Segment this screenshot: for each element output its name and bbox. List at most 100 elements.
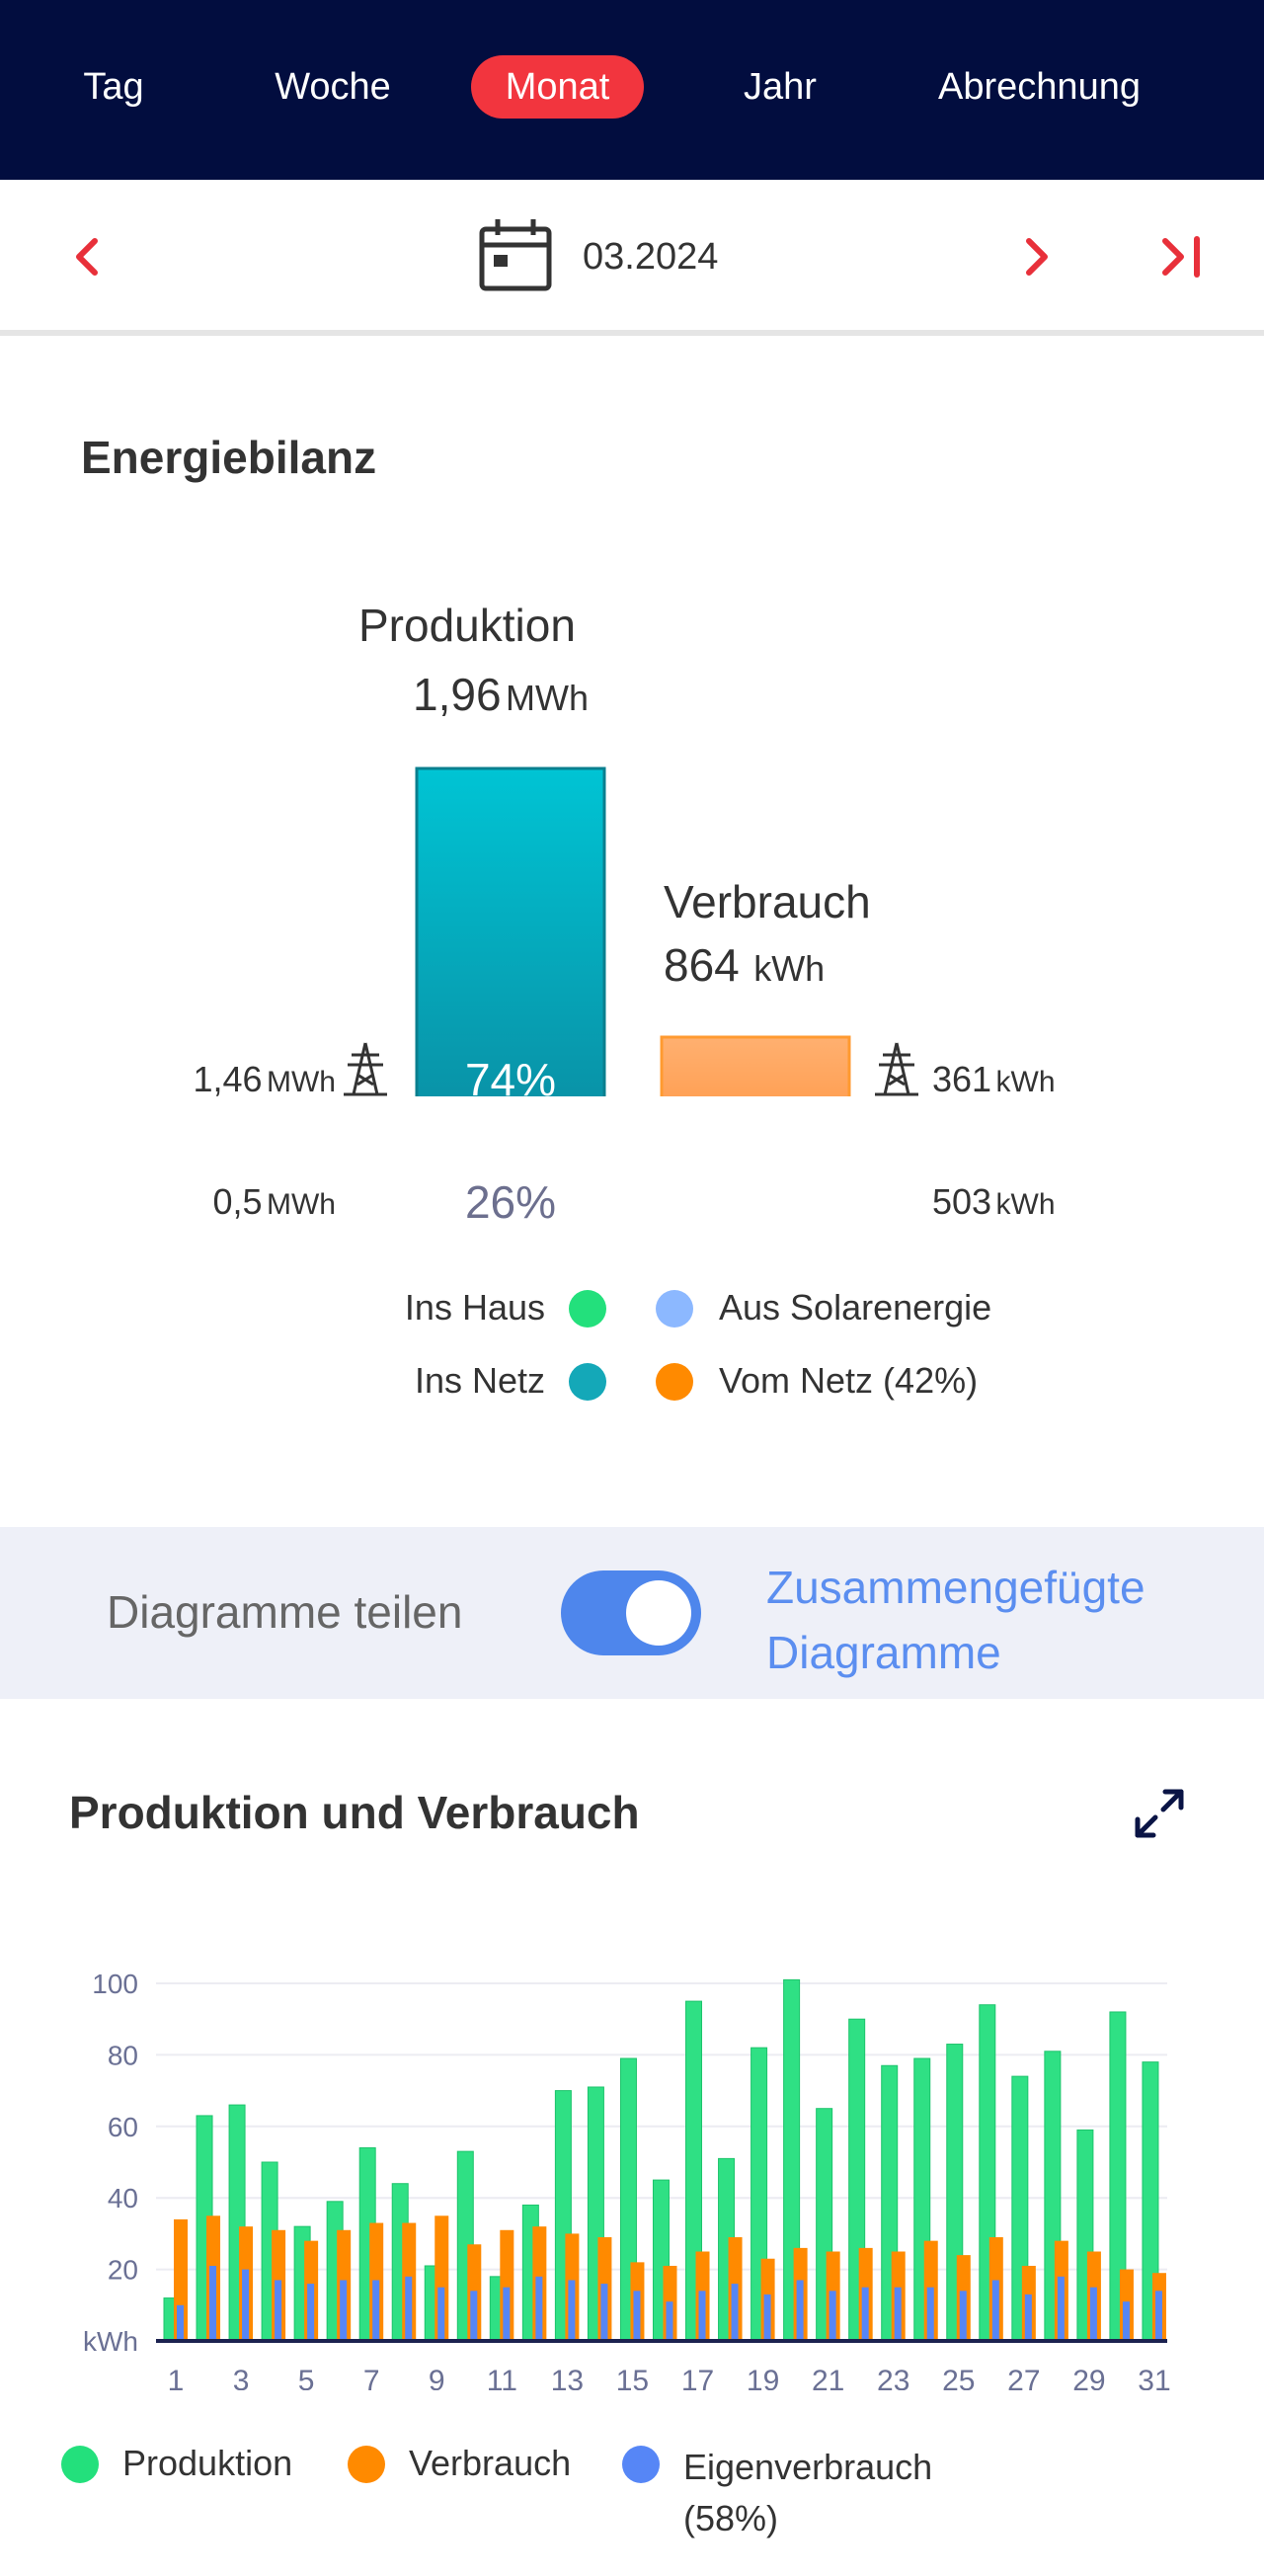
legend-ins-netz-dot bbox=[569, 1363, 606, 1401]
legend-consumption-dot bbox=[348, 2446, 385, 2483]
self-consumption-bar bbox=[1122, 2301, 1130, 2341]
legend-aus-solar: Aus Solarenergie bbox=[719, 1287, 992, 1328]
self-consumption-bar bbox=[959, 2291, 967, 2341]
x-tick-label: 21 bbox=[812, 2365, 844, 2390]
x-tick-label: 17 bbox=[681, 2365, 714, 2390]
consumption-grid-bar bbox=[660, 1035, 851, 1096]
self-consumption-bar bbox=[437, 2287, 445, 2341]
production-grid-percent: 74% bbox=[464, 1054, 557, 1105]
production-label: Produktion bbox=[358, 600, 576, 651]
toggle-knob bbox=[626, 1580, 691, 1646]
consumption-unit: kWh bbox=[753, 948, 826, 989]
legend-self-consumption: Eigenverbrauch (58%) bbox=[683, 2447, 933, 2538]
legend-consumption: Verbrauch bbox=[409, 2443, 572, 2483]
self-consumption-bar bbox=[503, 2287, 511, 2341]
x-tick-label: 7 bbox=[363, 2365, 380, 2390]
x-tick-label: 3 bbox=[233, 2365, 250, 2390]
self-consumption-bar bbox=[666, 2301, 673, 2341]
self-consumption-bar bbox=[991, 2280, 999, 2341]
tab-month[interactable]: Monat bbox=[471, 55, 644, 119]
self-consumption-bar bbox=[242, 2269, 250, 2341]
consumption-solar-percent: 58% bbox=[709, 1176, 802, 1228]
x-tick-label: 19 bbox=[747, 2365, 779, 2390]
energy-balance-graphic bbox=[344, 766, 918, 1096]
expand-chart-button[interactable] bbox=[1132, 1786, 1187, 1841]
selected-period[interactable]: 03.2024 bbox=[583, 236, 719, 278]
power-tower-icon bbox=[875, 1042, 918, 1096]
self-consumption-bar bbox=[894, 2287, 902, 2341]
previous-period-button[interactable] bbox=[63, 229, 113, 284]
skip-to-end-icon bbox=[1162, 236, 1200, 278]
self-consumption-bar bbox=[1024, 2294, 1032, 2341]
calendar-button[interactable] bbox=[476, 215, 555, 294]
calendar-icon bbox=[479, 219, 552, 291]
self-consumption-bar bbox=[731, 2284, 739, 2341]
merged-charts-label[interactable]: Zusammengefügte Diagramme bbox=[766, 1562, 1146, 1678]
production-house-percent: 26% bbox=[464, 1176, 557, 1228]
self-consumption-bar bbox=[177, 2304, 184, 2341]
legend-ins-haus-dot bbox=[569, 1290, 606, 1328]
next-period-button[interactable] bbox=[1011, 229, 1061, 284]
legend-aus-solar-dot bbox=[656, 1290, 693, 1328]
consumption-amount: 864 bbox=[664, 939, 740, 991]
legend-ins-netz: Ins Netz bbox=[414, 1360, 545, 1401]
production-unit: MWh bbox=[505, 678, 589, 718]
from-grid-unit: kWh bbox=[995, 1066, 1056, 1098]
from-solar-amount: 503 bbox=[932, 1181, 992, 1222]
self-consumption-bar bbox=[405, 2276, 413, 2341]
y-tick-label: 20 bbox=[108, 2255, 138, 2286]
x-tick-label: 29 bbox=[1072, 2365, 1105, 2390]
self-consumption-bar bbox=[600, 2284, 608, 2341]
from-solar-unit: kWh bbox=[995, 1188, 1056, 1221]
consumption-value: 864 kWh bbox=[664, 938, 825, 992]
legend-production-dot bbox=[61, 2446, 99, 2483]
from-solar-value: 503 kWh bbox=[932, 1181, 1056, 1223]
x-tick-label: 27 bbox=[1007, 2365, 1040, 2390]
production-grid-bar bbox=[415, 766, 606, 1096]
power-tower-icon bbox=[344, 1042, 387, 1096]
from-grid-amount: 361 bbox=[932, 1059, 992, 1099]
split-charts-label: Diagramme teilen bbox=[107, 1586, 463, 1638]
self-consumption-bar bbox=[209, 2265, 217, 2341]
self-consumption-bar bbox=[1154, 2291, 1162, 2341]
self-consumption-bar bbox=[796, 2280, 804, 2341]
self-consumption-bar bbox=[372, 2280, 380, 2341]
self-consumption-bar bbox=[535, 2276, 543, 2341]
legend-vom-netz: Vom Netz (42%) bbox=[719, 1360, 979, 1401]
y-tick-label: 80 bbox=[108, 2040, 138, 2070]
self-consumption-bar bbox=[1089, 2287, 1097, 2341]
self-consumption-bar bbox=[763, 2294, 771, 2341]
production-amount: 1,96 bbox=[413, 669, 502, 720]
production-consumption-title: Produktion und Verbrauch bbox=[69, 1787, 640, 1838]
used-in-house-unit: MWh bbox=[267, 1188, 336, 1221]
x-tick-label: 13 bbox=[551, 2365, 584, 2390]
y-tick-label: 100 bbox=[92, 1969, 138, 1999]
self-consumption-bar bbox=[861, 2287, 869, 2341]
legend-vom-netz-dot bbox=[656, 1363, 693, 1401]
consumption-label: Verbrauch bbox=[664, 876, 871, 927]
x-tick-label: 25 bbox=[942, 2365, 975, 2390]
x-tick-label: 31 bbox=[1138, 2365, 1170, 2390]
self-consumption-bar bbox=[470, 2291, 478, 2341]
tab-day[interactable]: Tag bbox=[83, 66, 144, 108]
self-consumption-bar bbox=[698, 2291, 706, 2341]
chevron-right-icon bbox=[1026, 238, 1048, 276]
tab-year[interactable]: Jahr bbox=[744, 66, 817, 108]
legend-self-consumption-dot bbox=[622, 2446, 660, 2483]
expand-icon bbox=[1135, 1789, 1184, 1838]
fed-to-grid-amount: 1,46 bbox=[193, 1059, 263, 1099]
tab-week[interactable]: Woche bbox=[275, 66, 391, 108]
y-tick-label: 60 bbox=[108, 2112, 138, 2142]
from-grid-value: 361 kWh bbox=[932, 1059, 1056, 1100]
latest-period-button[interactable] bbox=[1153, 229, 1213, 284]
split-charts-toggle[interactable] bbox=[561, 1570, 701, 1655]
tab-billing[interactable]: Abrechnung bbox=[938, 66, 1141, 108]
y-axis-unit-label: kWh bbox=[83, 2326, 138, 2357]
chevron-left-icon bbox=[76, 238, 98, 276]
x-tick-label: 5 bbox=[298, 2365, 315, 2390]
self-consumption-bar bbox=[340, 2280, 348, 2341]
production-value: 1,96 MWh bbox=[413, 668, 589, 721]
self-consumption-bar bbox=[1057, 2276, 1065, 2341]
x-tick-label: 15 bbox=[616, 2365, 649, 2390]
